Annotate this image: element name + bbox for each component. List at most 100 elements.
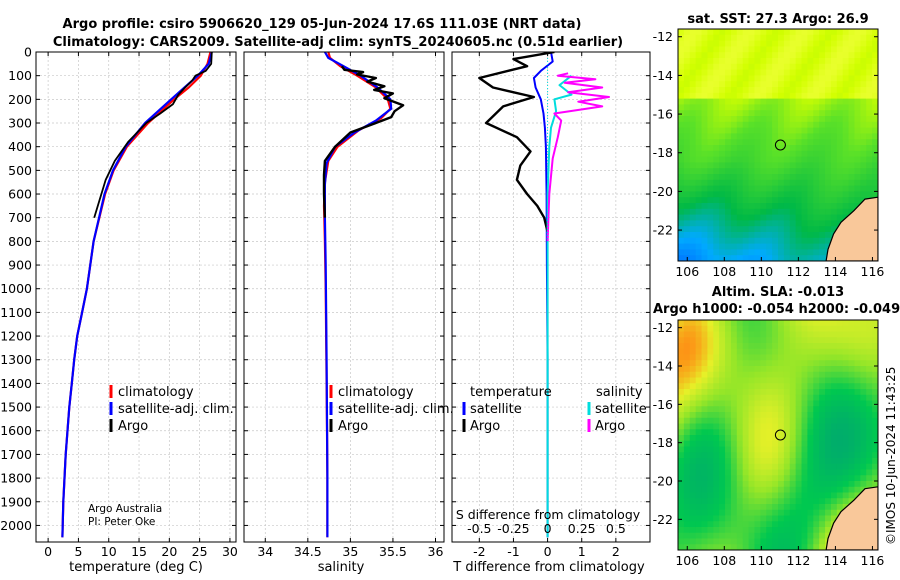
map-cell [725,208,732,216]
map-cell [813,185,820,192]
map-cell [695,34,703,42]
map-cell [695,52,703,59]
map-cell [742,527,750,534]
map-cell [754,214,761,221]
map-cell [854,446,861,453]
map-cell [807,331,814,338]
map-cell [807,69,814,76]
map-cell [801,145,809,152]
map-cell [707,527,714,534]
map-cell [707,389,714,396]
map-cell [730,92,738,100]
map-cell [825,320,832,327]
map-cell [678,469,685,476]
map-cell [689,255,697,261]
difference-axes-box [451,51,651,543]
map-cell [689,463,697,471]
map-cell [860,81,867,88]
map-cell [725,220,732,227]
map-cell [801,498,809,505]
map-cell [772,504,779,511]
map-cell [754,92,761,100]
map-cell [713,133,720,140]
map-cell [754,52,761,59]
map-cell [719,412,726,419]
map-cell [819,400,826,407]
map-cell [719,232,726,239]
map-cell [695,92,703,100]
map-cell [789,237,797,245]
map-cell [842,75,850,82]
map-cell [860,29,867,36]
map-cell [813,400,820,407]
map-cell [819,435,826,442]
map-cell [795,371,803,379]
map-cell [807,417,814,425]
map-cell [807,504,814,511]
map-cell [766,104,773,111]
map-cell [860,145,867,152]
map-cell [707,220,714,227]
map-cell [819,504,826,511]
map-cell [854,406,861,413]
map-cell [760,366,767,373]
map-cell [872,435,878,442]
map-cell [701,383,709,390]
map-cell [783,394,791,402]
map-cell [872,406,878,413]
map-cell [848,69,856,76]
map-cell [801,343,809,350]
map-cell [760,394,767,402]
map-cell [766,179,773,187]
map-cell [854,156,861,163]
map-cell [778,75,785,82]
map-cell [719,179,726,187]
map-cell [683,133,691,140]
map-cell [695,366,703,373]
map-cell [813,406,820,413]
map-cell [719,475,726,482]
map-cell [819,69,826,76]
map-cell [736,179,744,187]
map-cell [701,52,709,59]
map-cell [689,331,697,338]
map-cell [807,104,814,111]
map-cell [772,371,779,379]
map-cell [766,475,773,482]
map-cell [778,331,785,338]
map-cell [825,515,832,522]
map-cell [719,185,726,192]
map-cell [830,446,838,453]
map-cell [795,145,803,152]
map-cell [872,133,878,140]
map-cell [836,423,844,430]
map-cell [760,191,767,198]
map-cell [778,92,785,100]
map-cell [689,168,697,175]
map-cell [695,337,703,344]
map-cell [801,63,809,71]
map-cell [719,498,726,505]
map-cell [819,34,826,42]
map-cell [860,174,867,181]
map-cell [725,320,732,327]
map-cell [795,354,803,361]
map-cell [766,29,773,36]
map-cell [772,116,779,123]
map-cell [730,52,738,59]
map-cell [842,150,850,158]
map-cell [872,98,878,105]
map-cell [701,58,709,65]
map-cell [695,446,703,453]
map-cell [772,320,779,327]
map-cell [854,331,861,338]
map-cell [678,197,685,204]
map-cell [689,52,697,59]
map-cell [860,469,867,476]
map-cell [742,469,750,476]
map-cell [807,348,814,356]
map-cell [795,133,803,140]
map-cell [683,203,691,210]
difference-xlabel: T difference from climatology [452,560,645,575]
map-cell [701,440,709,448]
